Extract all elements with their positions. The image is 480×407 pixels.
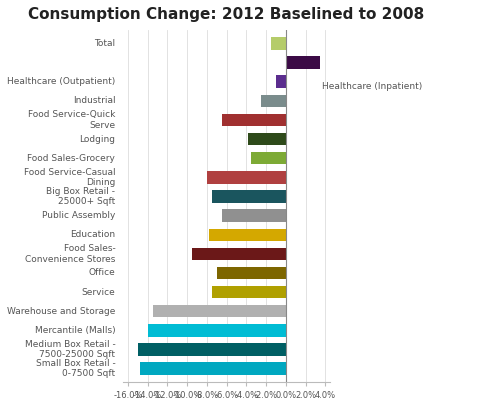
Bar (138, 343, 286, 356)
Text: Healthcare (Inpatient): Healthcare (Inpatient) (322, 82, 422, 91)
Bar (248, 133, 286, 145)
Bar (209, 228, 286, 241)
Bar (140, 362, 286, 375)
Bar (286, 56, 320, 69)
Bar (271, 37, 286, 50)
Bar (276, 75, 286, 88)
Bar (192, 247, 286, 260)
Bar (153, 305, 286, 317)
Bar (222, 114, 286, 126)
Bar (261, 94, 286, 107)
Bar (207, 171, 286, 184)
Bar (212, 190, 286, 203)
Bar (148, 324, 286, 337)
Bar (217, 267, 286, 279)
Title: Consumption Change: 2012 Baselined to 2008: Consumption Change: 2012 Baselined to 20… (28, 7, 425, 22)
Bar (222, 209, 286, 222)
Bar (252, 152, 286, 164)
Bar (212, 286, 286, 298)
